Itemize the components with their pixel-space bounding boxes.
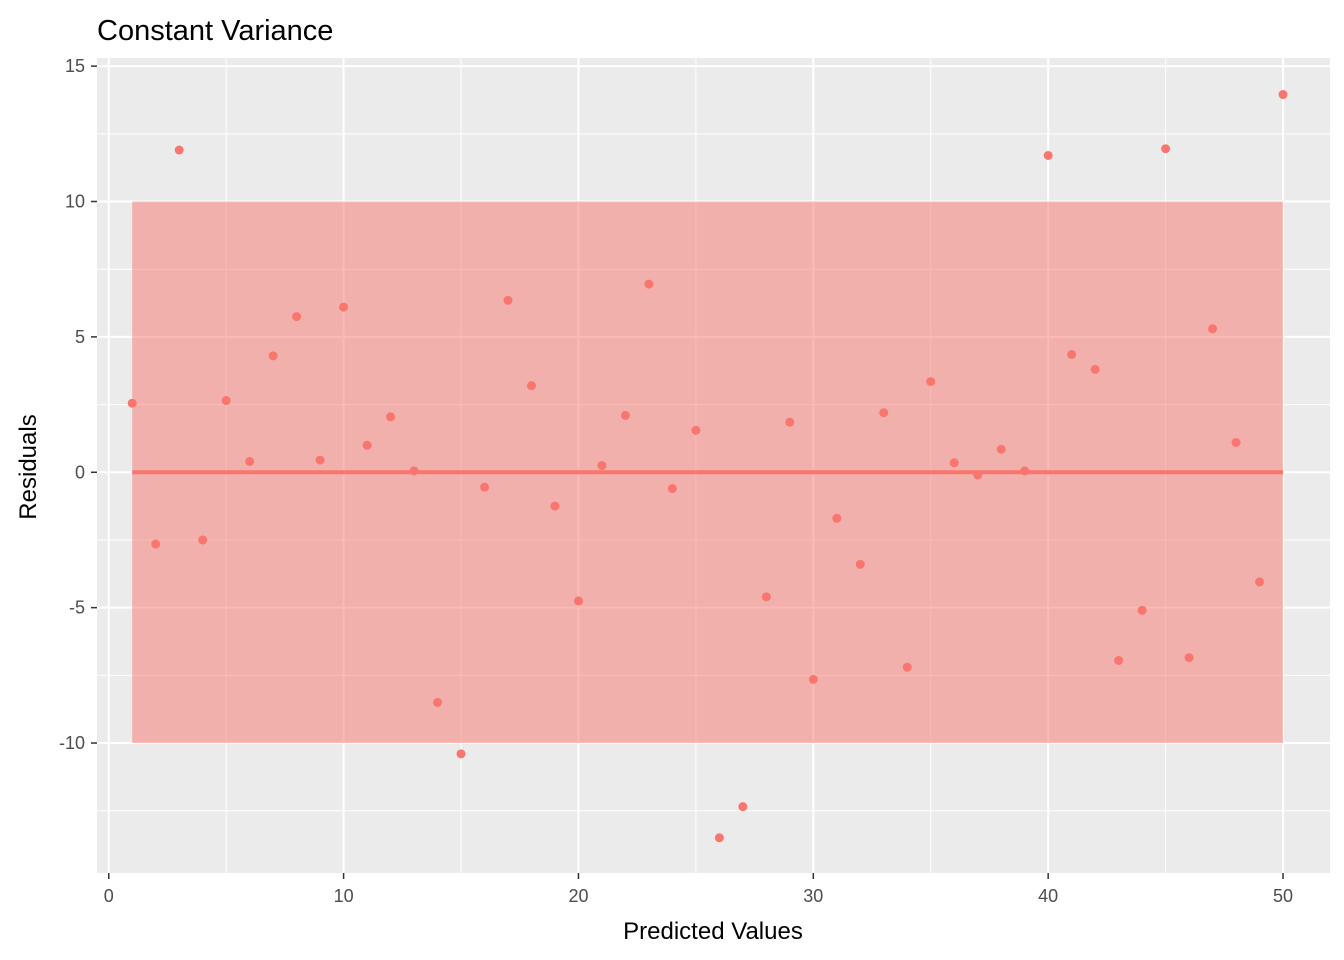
data-point — [433, 697, 443, 707]
data-point — [268, 351, 278, 361]
data-point — [1067, 349, 1077, 359]
data-point — [1020, 466, 1030, 476]
y-tick-label: 5 — [75, 327, 85, 347]
data-point — [1137, 605, 1147, 615]
y-tick-label: 15 — [65, 56, 85, 76]
x-axis-title: Predicted Values — [623, 918, 803, 945]
y-tick-label: -10 — [59, 733, 85, 753]
data-point — [996, 444, 1006, 454]
data-point — [597, 461, 607, 470]
x-tick-label: 50 — [1273, 886, 1293, 906]
data-point — [879, 408, 889, 418]
data-point — [127, 398, 137, 408]
x-tick-label: 30 — [803, 886, 823, 906]
data-points — [127, 90, 1288, 843]
data-point — [644, 279, 654, 289]
data-point — [785, 417, 795, 427]
data-point — [550, 501, 560, 511]
data-point — [691, 425, 701, 435]
data-point — [526, 381, 536, 391]
chart-title: Constant Variance — [97, 15, 333, 47]
data-point — [1255, 577, 1265, 587]
x-tick-label: 10 — [334, 886, 354, 906]
data-point — [456, 749, 466, 759]
data-point — [362, 440, 372, 450]
data-point — [761, 592, 771, 602]
x-tick-label: 20 — [568, 886, 588, 906]
data-point — [573, 596, 583, 606]
data-point — [174, 145, 184, 155]
data-point — [949, 458, 959, 468]
data-point — [738, 802, 748, 812]
data-point — [1184, 653, 1194, 663]
data-point — [1043, 150, 1053, 160]
data-point — [1231, 437, 1241, 447]
data-point — [1161, 144, 1171, 154]
y-tick-label: 10 — [65, 192, 85, 212]
data-point — [198, 535, 208, 545]
data-point — [386, 412, 396, 422]
data-point — [480, 482, 490, 492]
data-point — [808, 674, 818, 684]
y-tick-label: -5 — [69, 598, 85, 618]
data-point — [409, 466, 419, 476]
x-axis-ticks: 0 10 20 30 40 50 — [104, 873, 1293, 906]
data-point — [714, 833, 724, 843]
data-point — [973, 470, 983, 480]
data-point — [926, 377, 936, 387]
data-point — [1090, 364, 1100, 374]
y-axis-ticks: -10 -5 0 5 10 15 — [59, 56, 97, 753]
data-point — [292, 312, 302, 322]
data-point — [151, 539, 161, 549]
data-point — [855, 559, 865, 569]
data-point — [503, 295, 513, 305]
data-point — [620, 410, 630, 420]
data-point — [315, 455, 325, 465]
data-point — [1208, 324, 1218, 334]
data-point — [339, 302, 349, 312]
data-point — [221, 396, 231, 406]
data-point — [1114, 655, 1124, 665]
x-tick-label: 0 — [104, 886, 114, 906]
y-axis-title: Residuals — [15, 414, 42, 519]
data-point — [1278, 90, 1288, 100]
y-tick-label: 0 — [75, 462, 85, 482]
data-point — [245, 456, 255, 466]
data-point — [667, 484, 677, 494]
data-point — [902, 662, 912, 672]
x-tick-label: 40 — [1038, 886, 1058, 906]
data-point — [832, 513, 842, 523]
